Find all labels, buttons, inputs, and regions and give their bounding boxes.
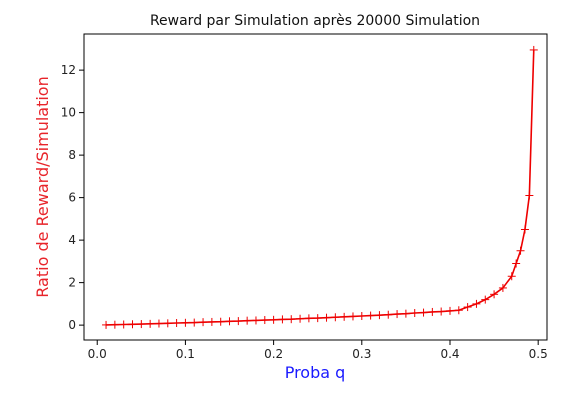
data-point (199, 318, 208, 327)
data-point (525, 191, 534, 200)
data-point (516, 246, 525, 255)
y-tick-label: 8 (68, 148, 76, 162)
plot-area (102, 45, 538, 329)
data-point (260, 316, 269, 325)
y-tick-label: 12 (61, 63, 76, 77)
y-axis-label: Ratio de Reward/Simulation (33, 76, 52, 297)
y-tick-label: 0 (68, 318, 76, 332)
data-point (154, 319, 163, 328)
data-point (529, 45, 538, 54)
data-point (428, 307, 437, 316)
data-point (401, 309, 410, 318)
data-point (110, 320, 119, 329)
data-point (481, 295, 490, 304)
data-point (419, 308, 428, 317)
data-point (287, 315, 296, 324)
data-point (269, 315, 278, 324)
data-point (119, 320, 128, 329)
data-point (463, 303, 472, 312)
x-tick-label: 0.1 (176, 347, 195, 361)
data-point (102, 320, 111, 329)
data-point (507, 272, 516, 281)
y-tick-label: 2 (68, 276, 76, 290)
data-point (331, 313, 340, 322)
y-tick-label: 6 (68, 191, 76, 205)
data-point (512, 259, 521, 268)
data-point (357, 311, 366, 320)
data-point (296, 314, 305, 323)
y-axis: 0 2 4 6 8 10 12 (61, 63, 84, 332)
data-point (216, 317, 225, 326)
data-point (472, 299, 481, 308)
data-point (313, 314, 322, 323)
data-point (498, 283, 507, 292)
data-point (393, 310, 402, 319)
data-point (190, 318, 199, 327)
series-line (106, 49, 535, 326)
data-point (181, 318, 190, 327)
data-point (445, 306, 454, 315)
data-point (251, 316, 260, 325)
data-point (278, 315, 287, 324)
data-point (366, 311, 375, 320)
data-point (304, 314, 313, 323)
y-tick-label: 4 (68, 233, 76, 247)
x-tick-label: 0.5 (529, 347, 548, 361)
data-point (172, 319, 181, 327)
data-point (437, 307, 446, 316)
data-point (410, 309, 419, 318)
data-point (207, 317, 216, 326)
data-point (454, 306, 463, 315)
data-point (340, 312, 349, 321)
data-point (348, 312, 357, 321)
data-point (163, 319, 172, 328)
data-point (384, 310, 393, 319)
data-point (243, 316, 252, 325)
y-tick-label: 10 (61, 106, 76, 120)
x-tick-label: 0.2 (264, 347, 283, 361)
x-tick-label: 0.0 (88, 347, 107, 361)
data-point (225, 317, 234, 326)
data-point (137, 320, 146, 329)
chart-title: Reward par Simulation après 20000 Simula… (150, 13, 480, 29)
x-tick-label: 0.3 (352, 347, 371, 361)
x-axis-label: Proba q (285, 363, 346, 382)
axes-frame (83, 33, 548, 341)
data-point (375, 311, 384, 320)
x-tick-label: 0.4 (440, 347, 459, 361)
data-point (490, 290, 499, 299)
data-point (146, 319, 155, 328)
data-point (520, 225, 529, 234)
data-point (234, 317, 243, 326)
data-point (128, 320, 137, 329)
x-axis: 0.0 0.1 0.2 0.3 0.4 0.5 (88, 340, 548, 361)
data-point (322, 313, 331, 322)
